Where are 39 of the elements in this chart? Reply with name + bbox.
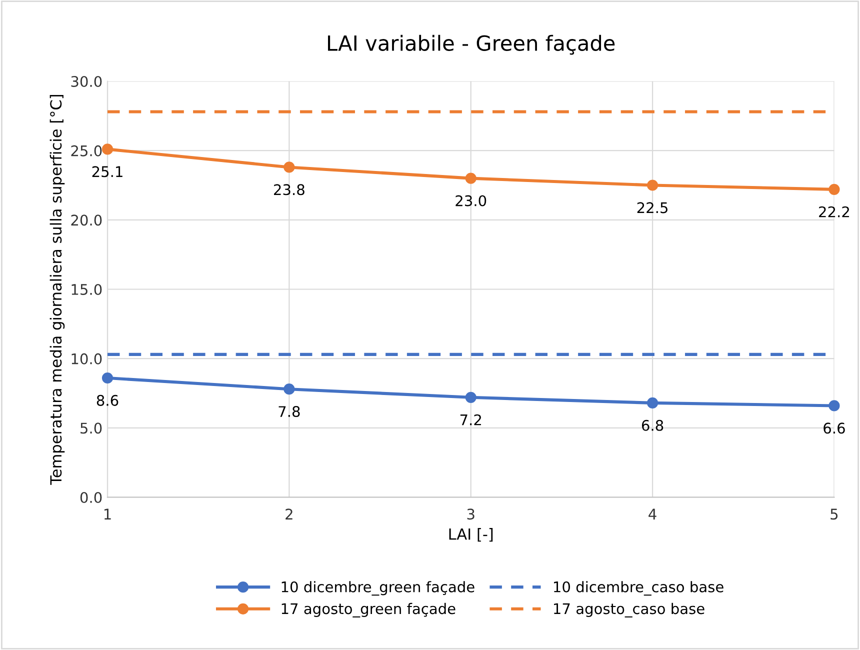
- y-tick-label: 15.0: [72, 284, 102, 295]
- x-tick-label: 4: [648, 508, 656, 520]
- point: [284, 384, 295, 395]
- y-tick-label: 30.0: [71, 76, 102, 87]
- legend-label: 17 agosto_caso base: [554, 602, 704, 618]
- point: [646, 180, 658, 191]
- legend-label: 17 agosto_green façade: [282, 602, 456, 618]
- point: [102, 372, 114, 384]
- point: [646, 397, 658, 409]
- legend-label: 10 dicembre_green façade: [282, 581, 474, 596]
- y-tick-label: 0.0: [80, 492, 102, 503]
- data-label: 23.8: [274, 184, 304, 196]
- data-label: 22.5: [637, 202, 668, 214]
- x-axis-title: LAI [-]: [449, 528, 493, 542]
- data-label: 25.1: [92, 166, 122, 178]
- y-tick-label: 5.0: [80, 422, 102, 434]
- y-axis-title: Temperatura media giornaliera sulla superficie [°C]: [50, 94, 65, 485]
- point: [465, 172, 476, 184]
- y-tick-label: 25.0: [71, 145, 102, 156]
- data-label: 7.8: [278, 406, 300, 418]
- chart-title: LAI variabile - Green façade: [328, 34, 615, 55]
- x-tick-label: 3: [467, 508, 474, 520]
- data-label: 22.2: [819, 206, 849, 218]
- x-tick-label: 5: [830, 508, 838, 520]
- point: [284, 162, 295, 173]
- point: [465, 392, 476, 403]
- y-tick-label: 10.0: [72, 353, 102, 364]
- x-tick-label: 1: [104, 508, 111, 520]
- y-tick-label: 20.0: [71, 214, 102, 226]
- point: [828, 184, 840, 195]
- data-label: 6.8: [642, 420, 664, 431]
- data-label: 7.2: [460, 414, 481, 426]
- data-label: 6.6: [824, 422, 845, 434]
- x-tick-label: 2: [286, 508, 292, 520]
- data-label: 8.6: [96, 394, 118, 406]
- point: [102, 144, 114, 155]
- legend-label: 10 dicembre_caso base: [554, 581, 724, 596]
- data-label: 23.0: [456, 195, 486, 206]
- point: [828, 400, 840, 412]
